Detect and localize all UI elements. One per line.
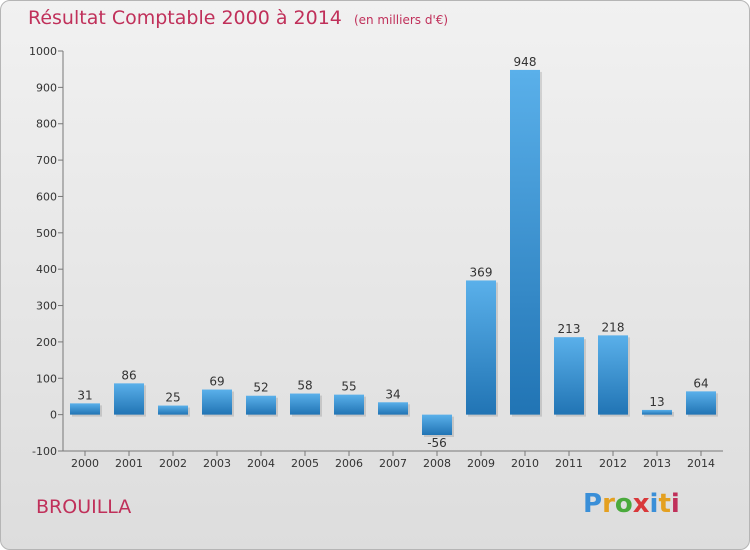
x-tick-label: 2008 bbox=[423, 457, 451, 470]
bar bbox=[70, 403, 100, 415]
x-tick-label: 2012 bbox=[599, 457, 627, 470]
y-tick-label: 300 bbox=[36, 300, 57, 313]
logo-letter: x bbox=[632, 489, 650, 519]
data-label: 58 bbox=[297, 379, 312, 393]
chart-title: Résultat Comptable 2000 à 2014 (en milli… bbox=[28, 7, 448, 29]
x-tick-label: 2001 bbox=[115, 457, 143, 470]
bar bbox=[466, 280, 496, 415]
x-tick-label: 2010 bbox=[511, 457, 539, 470]
commune-name: BROUILLA bbox=[36, 496, 132, 518]
x-tick-label: 2000 bbox=[71, 457, 99, 470]
bar bbox=[686, 391, 716, 415]
chart-unit: (en milliers d'€) bbox=[353, 13, 449, 27]
data-label: 948 bbox=[514, 55, 537, 69]
y-tick-label: 0 bbox=[50, 409, 57, 422]
x-tick-label: 2002 bbox=[159, 457, 187, 470]
y-tick-label: 700 bbox=[36, 154, 57, 167]
data-label: 86 bbox=[121, 368, 136, 382]
data-label: 31 bbox=[77, 388, 92, 402]
y-tick-label: 200 bbox=[36, 336, 57, 349]
data-label: 64 bbox=[693, 376, 708, 390]
bar bbox=[378, 402, 408, 415]
y-tick-label: 100 bbox=[36, 372, 57, 385]
y-tick-label: 500 bbox=[36, 227, 57, 240]
bar bbox=[422, 414, 452, 435]
chart-title-text: Résultat Comptable 2000 à 2014 bbox=[28, 7, 342, 29]
logo-letter: i bbox=[670, 489, 680, 519]
logo-letter: r bbox=[602, 489, 615, 519]
y-tick-label: 600 bbox=[36, 190, 57, 203]
bar bbox=[158, 405, 188, 415]
data-label: 69 bbox=[209, 375, 224, 389]
chart-bars bbox=[70, 69, 718, 437]
y-tick-label: 400 bbox=[36, 263, 57, 276]
bar bbox=[642, 409, 672, 415]
bar bbox=[598, 335, 628, 415]
x-tick-label: 2005 bbox=[291, 457, 319, 470]
chart-data-labels: 31 86 25 69 52 58 55 34 -56 369 948 213 218 13 64 bbox=[77, 55, 708, 450]
bar bbox=[554, 337, 584, 415]
y-tick-label: 1000 bbox=[29, 45, 57, 58]
x-tick-label: 2014 bbox=[687, 457, 715, 470]
y-tick-label: -100 bbox=[32, 445, 57, 458]
logo-letter: P bbox=[583, 489, 603, 519]
bar bbox=[334, 394, 364, 415]
data-label: 52 bbox=[253, 381, 268, 395]
x-tick-label: 2013 bbox=[643, 457, 671, 470]
y-tick-label: 800 bbox=[36, 118, 57, 131]
x-tick-label: 2004 bbox=[247, 457, 275, 470]
logo-letter: t bbox=[658, 489, 671, 519]
data-label: -56 bbox=[427, 436, 447, 450]
bar bbox=[246, 395, 276, 415]
data-label: 369 bbox=[470, 265, 493, 279]
x-tick-label: 2011 bbox=[555, 457, 583, 470]
x-tick-label: 2009 bbox=[467, 457, 495, 470]
data-label: 213 bbox=[558, 322, 581, 336]
data-label: 55 bbox=[341, 380, 356, 394]
x-tick-label: 2007 bbox=[379, 457, 407, 470]
x-tick-label: 2006 bbox=[335, 457, 363, 470]
y-tick-label: 900 bbox=[36, 81, 57, 94]
bar bbox=[202, 389, 232, 415]
data-label: 218 bbox=[602, 320, 625, 334]
bar bbox=[290, 393, 320, 415]
data-label: 25 bbox=[165, 391, 180, 405]
x-tick-label: 2003 bbox=[203, 457, 231, 470]
chart-axes: -100 0 100 200 300 400 500 600 700 800 900 1000 2000… bbox=[29, 45, 723, 470]
proxiti-logo: Proxiti bbox=[583, 489, 680, 519]
bar bbox=[510, 69, 540, 415]
logo-letter: i bbox=[649, 489, 659, 519]
data-label: 34 bbox=[385, 387, 400, 401]
logo-letter: o bbox=[614, 489, 633, 519]
data-label: 13 bbox=[649, 395, 664, 409]
bar bbox=[114, 383, 144, 415]
